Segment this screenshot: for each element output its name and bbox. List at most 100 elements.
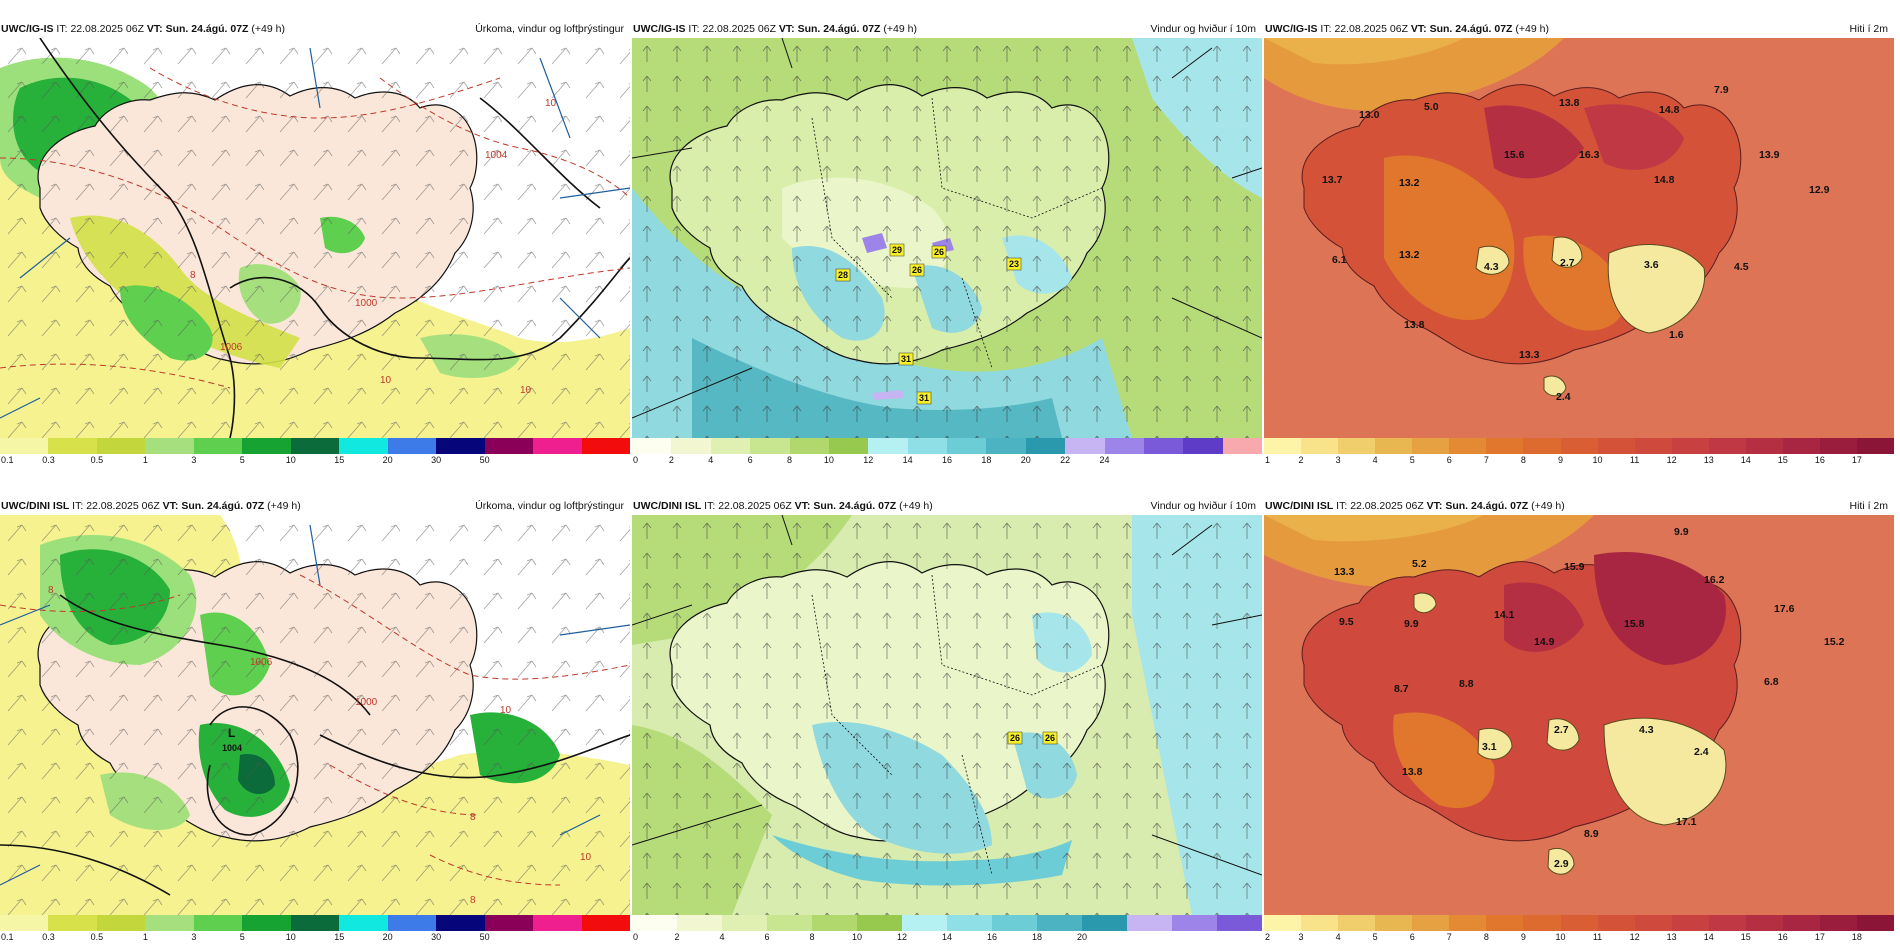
colorbar-swatch xyxy=(671,438,711,454)
colorbar-swatch xyxy=(1025,438,1066,454)
colorbar-ticks: 0.1 0.3 0.5 1 3 5 10 15 20 30 50 xyxy=(0,931,630,945)
temp-value: 13.3 xyxy=(1519,349,1540,361)
gust-badge: 23 xyxy=(1006,257,1022,271)
gust-badge: 31 xyxy=(898,352,914,366)
colorbar-ticks: 0 2 4 6 8 10 12 14 16 18 20 22 24 xyxy=(632,454,1262,468)
colorbar-swatch xyxy=(436,915,485,931)
colorbar-swatch xyxy=(533,915,582,931)
temperature-map[interactable]: 9.9 13.3 5.2 15.9 16.2 9.5 9.9 14.1 15.8… xyxy=(1264,515,1894,915)
vt-label: VT: xyxy=(778,23,795,35)
colorbar-tick-label: 8 xyxy=(1483,932,1489,942)
colorbar-ticks: 2 3 4 5 6 7 8 9 10 11 12 13 14 15 16 17 18 xyxy=(1264,931,1894,945)
init-time: 22.08.2025 06Z xyxy=(70,23,144,35)
temperature-map[interactable]: 13.0 5.0 13.8 7.9 14.8 15.6 16.3 13.9 13… xyxy=(1264,38,1894,438)
colorbar-tick-label: 14 xyxy=(1703,932,1714,942)
temp-value: 14.9 xyxy=(1534,636,1555,648)
temp-value: 2.7 xyxy=(1560,257,1575,269)
vt-label: VT: xyxy=(146,23,163,35)
colorbar-tick-label: 10 xyxy=(1555,932,1566,942)
svg-text:26: 26 xyxy=(912,265,922,275)
colorbar-tick-label: 0.5 xyxy=(90,455,104,465)
temp-value: 13.3 xyxy=(1334,566,1355,578)
wind-map[interactable]: 29 26 28 26 23 31 31 xyxy=(632,38,1262,438)
precip-map[interactable]: L 1004 1006 1000 8 10 8 10 8 xyxy=(0,515,630,915)
it-label: IT: xyxy=(1320,23,1332,35)
temp-value: 9.9 xyxy=(1404,618,1419,630)
isotherm-label: 10 xyxy=(580,852,592,863)
colorbar-tick-label: 0.3 xyxy=(42,932,55,942)
colorbar xyxy=(0,438,631,454)
product-title: Hiti í 2m xyxy=(1849,23,1888,35)
colorbar-tick-label: 18 xyxy=(1031,932,1043,942)
isotherm-label: 10 xyxy=(380,375,392,386)
colorbar-tick-label: 0.5 xyxy=(90,932,104,942)
product-title: Vindur og hviður í 10m xyxy=(1150,500,1256,512)
init-time: 22.08.2025 06Z xyxy=(1334,23,1408,35)
colorbar-tick-label: 11 xyxy=(1629,455,1640,465)
colorbar-tick-label: 3 xyxy=(191,932,197,942)
wind-map[interactable]: 26 26 xyxy=(632,515,1262,915)
temp-value: 4.3 xyxy=(1484,261,1499,273)
temp-value: 9.5 xyxy=(1339,616,1354,628)
colorbar-tick-label: 0 xyxy=(633,455,639,465)
colorbar-swatch xyxy=(1782,438,1820,454)
colorbar-swatch xyxy=(193,438,243,454)
svg-text:29: 29 xyxy=(892,245,902,255)
svg-text:31: 31 xyxy=(919,393,929,403)
colorbar-swatch xyxy=(1264,438,1302,454)
colorbar-tick-label: 2 xyxy=(1265,932,1271,942)
colorbar-swatch xyxy=(789,438,829,454)
isotherm-label: 8 xyxy=(48,585,54,596)
temp-value: 15.6 xyxy=(1504,149,1525,161)
colorbar-swatch xyxy=(1172,915,1217,931)
colorbar-tick-label: 4 xyxy=(708,455,714,465)
temp-value: 15.9 xyxy=(1564,561,1585,573)
init-time: 22.08.2025 06Z xyxy=(702,23,776,35)
colorbar-tick-label: 5 xyxy=(239,455,245,465)
colorbar-swatch xyxy=(1412,915,1450,931)
colorbar-tick-label: 5 xyxy=(1409,455,1415,465)
colorbar-swatch xyxy=(1857,915,1895,931)
product-title: Hiti í 2m xyxy=(1849,500,1888,512)
temp-value: 8.7 xyxy=(1394,683,1409,695)
temp-value: 7.9 xyxy=(1714,84,1729,96)
colorbar-tick-label: 12 xyxy=(863,455,874,465)
colorbar-tick-label: 4 xyxy=(719,932,725,942)
temp-value: 13.8 xyxy=(1559,97,1580,109)
colorbar-tick-label: 2 xyxy=(674,932,680,942)
panel-header: UWC/DINI ISL IT: 22.08.2025 06Z VT: Sun.… xyxy=(1264,497,1894,515)
colorbar-tick-label: 4 xyxy=(1372,455,1378,465)
colorbar-swatch xyxy=(767,915,812,931)
vt-label: VT: xyxy=(1426,500,1443,512)
colorbar-tick-label: 0.1 xyxy=(1,932,14,942)
lead-time: (+49 h) xyxy=(251,23,285,35)
colorbar-tick-label: 9 xyxy=(1557,455,1563,465)
colorbar-swatch xyxy=(1127,915,1172,931)
temp-value: 9.9 xyxy=(1674,526,1689,538)
temp-value: 13.7 xyxy=(1322,174,1343,186)
colorbar-tick-label: 12 xyxy=(1666,455,1677,465)
isobar-label: 1000 xyxy=(355,298,378,309)
colorbar-tick-label: 13 xyxy=(1666,932,1677,942)
panel-temp-igis: UWC/IG-IS IT: 22.08.2025 06Z VT: Sun. 24… xyxy=(1264,20,1895,472)
colorbar-swatch xyxy=(1708,915,1746,931)
precip-map[interactable]: 1006 1004 1000 10 8 10 10 xyxy=(0,38,630,438)
colorbar-tick-label: 9 xyxy=(1520,932,1526,942)
lead-time: (+49 h) xyxy=(1531,500,1565,512)
isobar-label: 1006 xyxy=(220,342,243,353)
colorbar-ticks: 0 2 4 6 8 10 12 14 16 18 20 xyxy=(632,931,1262,945)
colorbar-swatch xyxy=(1745,915,1783,931)
temp-value: 16.2 xyxy=(1704,574,1725,586)
colorbar-swatch xyxy=(1222,438,1262,454)
colorbar-swatch xyxy=(1449,438,1487,454)
valid-time: Sun. 24.ágú. 07Z xyxy=(797,23,881,35)
colorbar-tick-label: 22 xyxy=(1060,455,1071,465)
isobar-label: 1004 xyxy=(485,150,508,161)
colorbar-swatch xyxy=(722,915,767,931)
panel-header: UWC/IG-IS IT: 22.08.2025 06Z VT: Sun. 24… xyxy=(0,20,630,38)
lead-time: (+49 h) xyxy=(1515,23,1549,35)
colorbar-tick-label: 18 xyxy=(981,455,992,465)
colorbar-swatch xyxy=(1708,438,1746,454)
model-name: UWC/IG-IS xyxy=(633,23,686,35)
panel-wind-dini: UWC/DINI ISL IT: 22.08.2025 06Z VT: Sun.… xyxy=(632,497,1262,949)
